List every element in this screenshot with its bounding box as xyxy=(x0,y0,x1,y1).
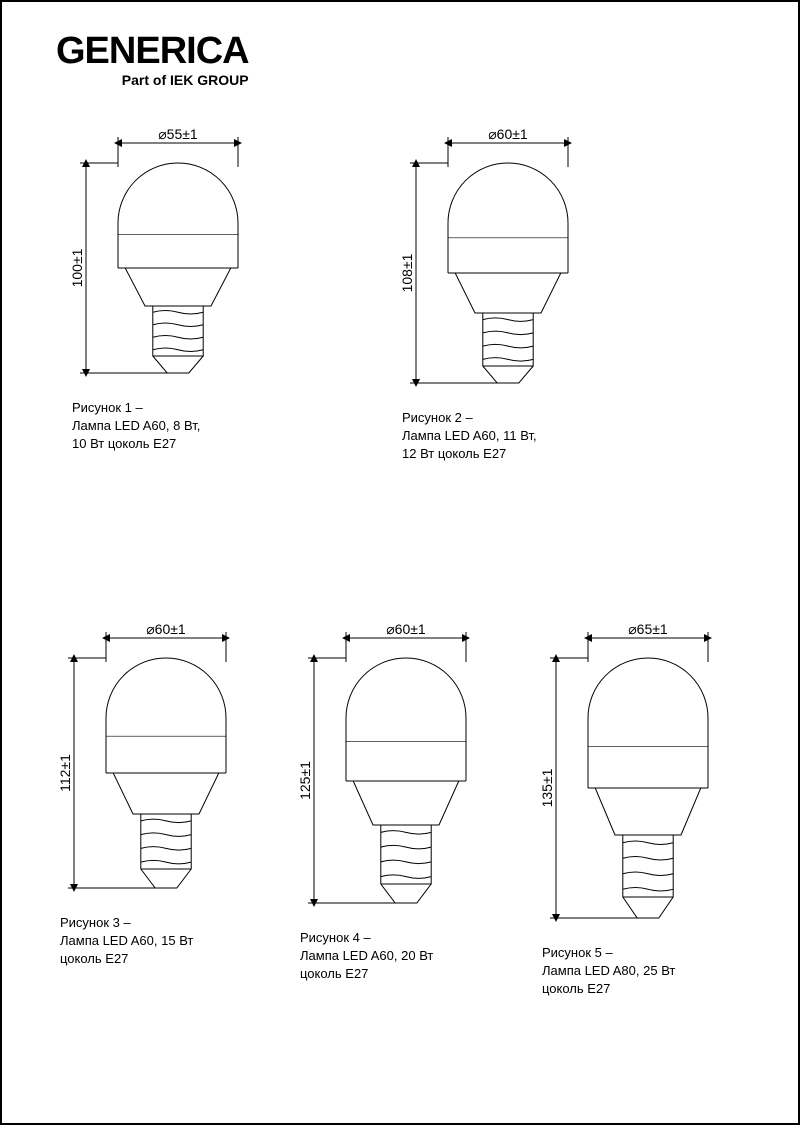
brand-subtitle: Part of IEK GROUP xyxy=(56,72,249,88)
bulb-figure: ⌀60±1 112±1 Рисунок 3 – Лампа LED A60, 1… xyxy=(60,622,246,969)
caption-line: цоколь E27 xyxy=(60,950,246,968)
svg-text:100±1: 100±1 xyxy=(72,248,85,287)
svg-text:⌀65±1: ⌀65±1 xyxy=(628,622,668,637)
svg-text:⌀60±1: ⌀60±1 xyxy=(386,622,426,637)
caption-line: Лампа LED A60, 20 Вт xyxy=(300,947,486,965)
svg-text:⌀60±1: ⌀60±1 xyxy=(488,127,528,142)
svg-text:125±1: 125±1 xyxy=(300,761,313,800)
caption-line: Лампа LED A60, 15 Вт xyxy=(60,932,246,950)
bulb-figure: ⌀60±1 108±1 Рисунок 2 – Лампа LED A60, 1… xyxy=(402,127,588,464)
bulb-figure: ⌀55±1 100±1 Рисунок 1 – Лампа LED A60, 8… xyxy=(72,127,258,454)
figure-caption: Рисунок 4 – Лампа LED A60, 20 Вт цоколь … xyxy=(300,929,486,984)
datasheet-page: GENERICA Part of IEK GROUP ⌀55±1 100±1 xyxy=(0,0,800,1125)
svg-text:108±1: 108±1 xyxy=(402,253,415,292)
caption-line: 12 Вт цоколь E27 xyxy=(402,445,588,463)
svg-text:⌀60±1: ⌀60±1 xyxy=(146,622,186,637)
caption-line: Рисунок 5 – xyxy=(542,944,728,962)
svg-text:112±1: 112±1 xyxy=(60,754,73,792)
caption-line: Рисунок 3 – xyxy=(60,914,246,932)
caption-line: цоколь E27 xyxy=(300,965,486,983)
figure-caption: Рисунок 3 – Лампа LED A60, 15 Вт цоколь … xyxy=(60,914,246,969)
caption-line: Лампа LED A60, 8 Вт, xyxy=(72,417,258,435)
figure-caption: Рисунок 1 – Лампа LED A60, 8 Вт, 10 Вт ц… xyxy=(72,399,258,454)
figure-caption: Рисунок 5 – Лампа LED A80, 25 Вт цоколь … xyxy=(542,944,728,999)
caption-line: Лампа LED A80, 25 Вт xyxy=(542,962,728,980)
svg-text:135±1: 135±1 xyxy=(542,768,555,807)
bulb-figure: ⌀65±1 135±1 Рисунок 5 – Лампа LED A80, 2… xyxy=(542,622,728,999)
caption-line: Лампа LED A60, 11 Вт, xyxy=(402,427,588,445)
caption-line: Рисунок 2 – xyxy=(402,409,588,427)
brand-name: GENERICA xyxy=(56,32,249,70)
svg-text:⌀55±1: ⌀55±1 xyxy=(158,127,198,142)
caption-line: цоколь E27 xyxy=(542,980,728,998)
caption-line: 10 Вт цоколь E27 xyxy=(72,435,258,453)
bulb-figure: ⌀60±1 125±1 Рисунок 4 – Лампа LED A60, 2… xyxy=(300,622,486,984)
caption-line: Рисунок 4 – xyxy=(300,929,486,947)
caption-line: Рисунок 1 – xyxy=(72,399,258,417)
figure-caption: Рисунок 2 – Лампа LED A60, 11 Вт, 12 Вт … xyxy=(402,409,588,464)
brand-logo: GENERICA Part of IEK GROUP xyxy=(56,32,249,88)
